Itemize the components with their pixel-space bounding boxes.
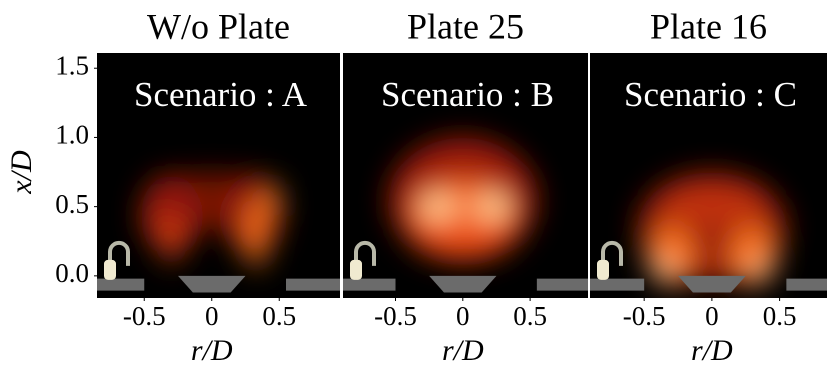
plate-right	[786, 278, 827, 291]
panel-title: Plate 16	[650, 6, 767, 46]
flame-glow	[163, 216, 180, 267]
annotation: Scenario : C	[624, 75, 797, 114]
x-tick-label: -0.5	[623, 301, 666, 331]
x-axis-label: r/D	[191, 334, 233, 367]
x-tick-label: 0	[705, 301, 719, 331]
igniter	[350, 259, 362, 280]
plate-left	[97, 278, 145, 291]
igniter-wire	[354, 240, 376, 270]
x-tick-label: -0.5	[123, 301, 166, 331]
x-tick-label: -0.5	[374, 301, 417, 331]
igniter	[104, 259, 116, 280]
y-tick-label: 0.5	[55, 189, 89, 219]
x-tick-label: 0	[205, 301, 219, 331]
igniter-wire	[108, 240, 130, 270]
flame	[388, 137, 537, 263]
x-tick-label: 0	[456, 301, 470, 331]
flame-glow	[473, 192, 512, 221]
nozzle	[678, 275, 746, 293]
plate-left	[590, 278, 645, 291]
flame-glow	[419, 192, 458, 221]
flame-glow	[264, 183, 281, 217]
nozzle	[429, 275, 497, 293]
panel-title: Plate 25	[407, 6, 524, 46]
panel	[343, 53, 588, 298]
flame-glow	[653, 257, 676, 281]
flame-glow	[415, 224, 510, 258]
flame-glow	[748, 257, 771, 281]
x-axis-label: r/D	[442, 334, 484, 367]
plate-left	[343, 278, 396, 291]
y-tick-label: 0.0	[55, 258, 89, 288]
y-axis-label: x/D	[5, 150, 38, 195]
flame-glow	[245, 199, 268, 269]
annotation: Scenario : A	[134, 75, 308, 114]
annotation: Scenario : B	[381, 75, 554, 114]
flame	[637, 172, 787, 286]
flame-glow	[657, 185, 767, 228]
panel	[97, 53, 340, 298]
igniter	[597, 259, 609, 280]
x-tick-label: 0.5	[763, 301, 797, 331]
y-tick-label: 1.0	[55, 120, 89, 150]
x-tick-label: 0.5	[262, 301, 296, 331]
panel-title: W/o Plate	[147, 6, 290, 46]
y-tick-label: 1.5	[55, 50, 89, 80]
plate-right	[286, 278, 340, 291]
igniter-wire	[601, 240, 623, 270]
flame	[141, 172, 282, 269]
flame-glow	[151, 172, 273, 228]
plate-right	[536, 278, 588, 291]
nozzle	[178, 275, 246, 293]
x-tick-label: 0.5	[513, 301, 547, 331]
x-axis-label: r/D	[691, 334, 733, 367]
panel	[590, 53, 827, 298]
